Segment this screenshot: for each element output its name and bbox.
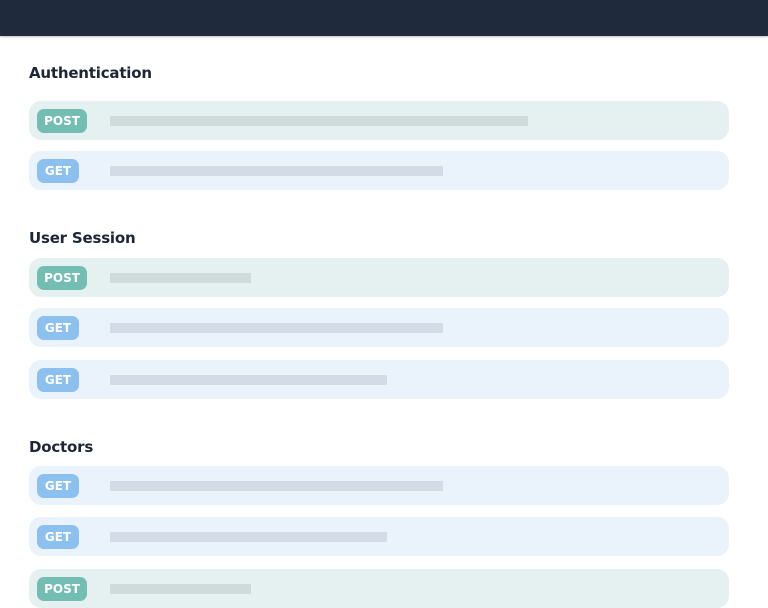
endpoint-path-placeholder (110, 166, 443, 176)
endpoint-row[interactable]: GET (29, 308, 729, 347)
section-heading: Doctors (29, 438, 94, 456)
method-badge: GET (37, 368, 79, 392)
method-badge: POST (37, 109, 87, 133)
endpoint-row[interactable]: GET (29, 517, 729, 556)
method-badge: GET (37, 316, 79, 340)
endpoint-row[interactable]: POST (29, 258, 729, 297)
method-badge: POST (37, 577, 87, 601)
method-badge: GET (37, 159, 79, 183)
endpoint-row[interactable]: POST (29, 101, 729, 140)
endpoint-path-placeholder (110, 584, 251, 594)
endpoint-row[interactable]: GET (29, 151, 729, 190)
top-navigation-bar (0, 0, 768, 36)
endpoint-path-placeholder (110, 375, 387, 385)
endpoint-path-placeholder (110, 273, 251, 283)
method-badge: GET (37, 525, 79, 549)
method-badge: POST (37, 266, 87, 290)
endpoint-row[interactable]: GET (29, 466, 729, 505)
section-heading: Authentication (29, 64, 152, 82)
endpoint-path-placeholder (110, 323, 443, 333)
endpoint-path-placeholder (110, 481, 443, 491)
section-heading: User Session (29, 229, 136, 247)
method-badge: GET (37, 474, 79, 498)
endpoint-path-placeholder (110, 116, 528, 126)
endpoint-row[interactable]: GET (29, 360, 729, 399)
endpoint-path-placeholder (110, 532, 387, 542)
